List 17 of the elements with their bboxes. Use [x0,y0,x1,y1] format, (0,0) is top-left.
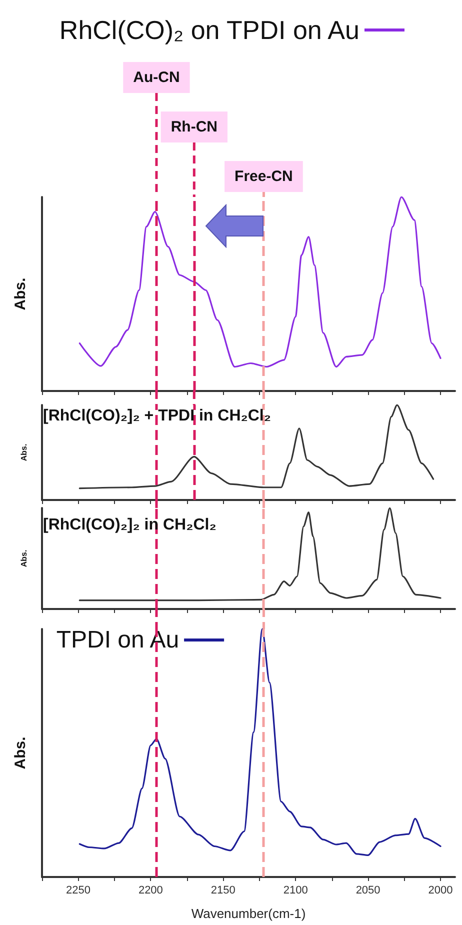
x-tick-label: 2100 [283,884,308,896]
y-axis-title: Abs. [12,736,29,770]
x-axis-title: Wavenumber(cm-1) [191,906,306,921]
y-axis-title: Abs. [20,444,28,462]
legend-label: RhCl(CO)₂ on TPDI on Au [59,15,360,45]
x-tick-label: 2050 [356,884,380,896]
x-tick-label: 2200 [138,884,163,896]
x-tick-label: 2150 [210,884,236,896]
text: [RhCl(CO)₂]₂ in CH₂Cl₂ [43,516,216,534]
y-axis-title: Abs. [20,550,28,568]
ref-line-label: Free-CN [234,168,293,185]
x-tick-label: 2250 [66,884,90,896]
ref-line-label: Rh-CN [170,118,218,136]
x-tick-label: 2000 [428,884,453,896]
y-axis-title: Abs. [12,278,29,310]
ref-line-label: Au-CN [133,69,180,86]
chart-title: [RhCl(CO)₂]₂ + TPDI in CH₂Cl₂ [43,408,271,424]
